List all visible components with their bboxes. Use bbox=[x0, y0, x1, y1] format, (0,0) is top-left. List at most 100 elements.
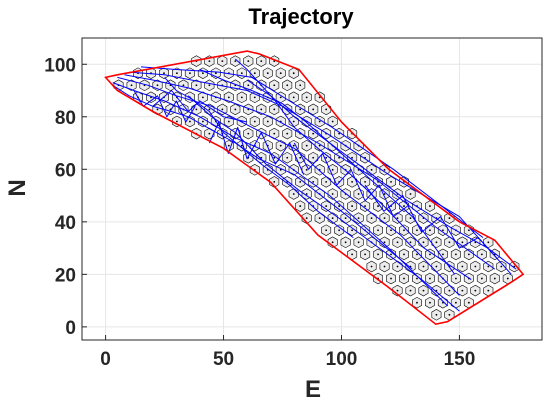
hex-center bbox=[286, 84, 289, 87]
hex-center bbox=[338, 132, 341, 135]
hex-center bbox=[390, 277, 392, 280]
trajectory-path bbox=[199, 69, 456, 275]
hex-center bbox=[416, 229, 418, 232]
hex-center bbox=[422, 241, 425, 244]
hex-center bbox=[325, 181, 328, 183]
hex-center bbox=[273, 108, 276, 111]
trajectory-path bbox=[187, 95, 460, 312]
hex-center bbox=[214, 72, 217, 75]
hex-center bbox=[357, 217, 360, 220]
hex-center bbox=[292, 144, 295, 147]
y-tick-label: 20 bbox=[55, 265, 76, 286]
hex-center bbox=[467, 253, 470, 256]
hex-center bbox=[467, 229, 470, 232]
hex-center bbox=[344, 217, 347, 220]
hex-center bbox=[383, 265, 386, 268]
hex-center bbox=[487, 265, 490, 268]
hex-center bbox=[429, 301, 431, 304]
hex-center bbox=[506, 277, 509, 280]
chart-title: Trajectory bbox=[248, 4, 354, 29]
hex-center bbox=[403, 229, 405, 232]
hex-center bbox=[253, 120, 256, 123]
hex-center bbox=[156, 84, 159, 87]
hex-center bbox=[383, 168, 386, 171]
hex-center bbox=[292, 120, 295, 123]
hex-center bbox=[253, 96, 256, 99]
hex-center bbox=[299, 84, 302, 87]
hex-center bbox=[396, 217, 399, 220]
hex-center bbox=[305, 217, 308, 220]
hex-center bbox=[325, 229, 328, 232]
hex-center bbox=[442, 229, 444, 232]
hex-center bbox=[370, 217, 373, 220]
hex-center bbox=[240, 144, 243, 147]
hex-center bbox=[351, 253, 354, 256]
hex-center bbox=[312, 132, 315, 135]
trajectory-path bbox=[246, 79, 517, 270]
hex-center bbox=[318, 144, 321, 147]
hex-center bbox=[390, 253, 392, 256]
hex-center bbox=[331, 193, 334, 195]
x-axis-label: E bbox=[305, 376, 321, 403]
hex-center bbox=[195, 108, 198, 111]
hex-center bbox=[500, 265, 503, 268]
hex-center bbox=[480, 253, 483, 256]
hex-center bbox=[435, 313, 438, 316]
hex-center bbox=[409, 217, 412, 220]
hex-center bbox=[156, 108, 159, 111]
hex-center bbox=[390, 181, 392, 183]
hex-center bbox=[189, 120, 191, 123]
hex-center bbox=[299, 108, 302, 111]
hex-center bbox=[338, 205, 341, 207]
hex-center bbox=[416, 301, 418, 304]
hex-center bbox=[390, 229, 392, 232]
hex-center bbox=[351, 181, 354, 183]
hex-center bbox=[189, 72, 191, 75]
hex-center bbox=[130, 84, 133, 87]
hex-center bbox=[221, 108, 224, 111]
hex-center bbox=[273, 84, 276, 87]
hex-center bbox=[454, 277, 457, 280]
hex-center bbox=[286, 132, 289, 135]
hex-center bbox=[461, 289, 464, 292]
hex-center bbox=[403, 253, 405, 256]
hex-center bbox=[351, 229, 354, 232]
hex-center bbox=[279, 72, 282, 75]
hex-center bbox=[357, 193, 360, 195]
hex-center bbox=[396, 241, 399, 244]
y-axis-label: N bbox=[4, 179, 31, 196]
trajectory-path bbox=[124, 74, 496, 270]
hex-center bbox=[461, 265, 464, 268]
hex-center bbox=[273, 132, 276, 135]
hex-center bbox=[247, 84, 250, 87]
hex-center bbox=[487, 241, 490, 244]
hex-center bbox=[279, 144, 282, 147]
hex-center bbox=[325, 205, 328, 207]
hex-center bbox=[195, 84, 198, 87]
trajectory-path bbox=[112, 82, 448, 307]
hex-center bbox=[318, 96, 321, 99]
x-tick-label: 150 bbox=[444, 349, 476, 370]
hex-center bbox=[448, 289, 451, 292]
hex-center bbox=[176, 72, 178, 75]
hex-center bbox=[331, 217, 334, 220]
hex-center bbox=[364, 181, 366, 183]
hex-center bbox=[325, 108, 328, 111]
hex-center bbox=[247, 60, 250, 63]
y-axis-ticks: 0 20 40 60 80 100 bbox=[44, 55, 87, 339]
hex-center bbox=[351, 205, 354, 207]
hex-center bbox=[370, 168, 373, 171]
hex-center bbox=[273, 156, 276, 159]
hex-center bbox=[227, 144, 230, 147]
x-tick-label: 50 bbox=[213, 349, 234, 370]
hex-center bbox=[383, 193, 386, 195]
hex-center bbox=[292, 96, 295, 99]
hex-center bbox=[448, 217, 451, 220]
hex-center bbox=[377, 253, 379, 256]
hex-center bbox=[227, 120, 230, 123]
hex-center bbox=[435, 241, 438, 244]
hex-center bbox=[474, 289, 477, 292]
hex-center bbox=[416, 277, 418, 280]
hex-center bbox=[163, 72, 165, 75]
